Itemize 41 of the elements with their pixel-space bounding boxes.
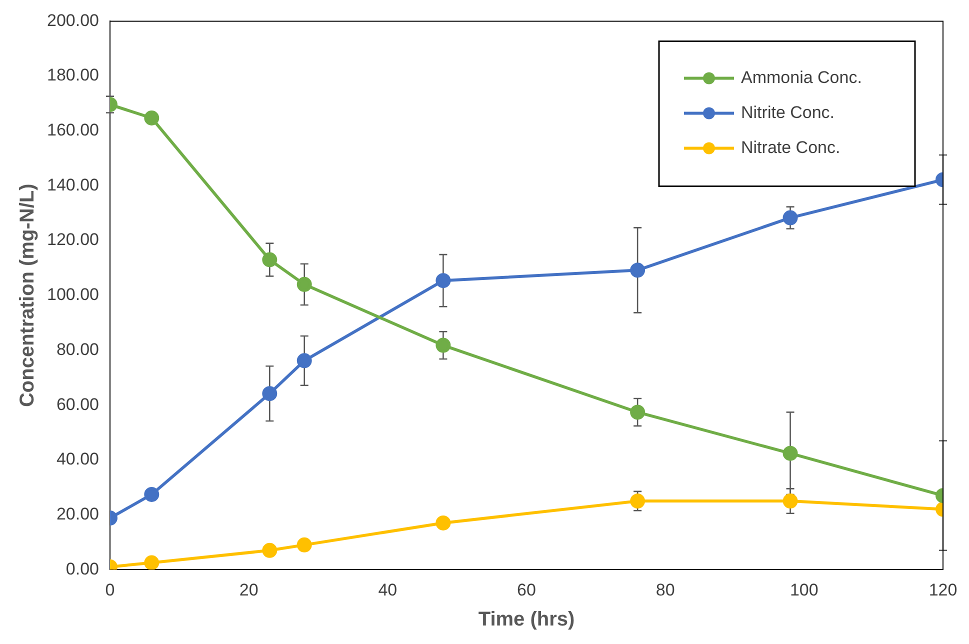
y-tick-label: 160.00 (46, 120, 99, 140)
y-tick-label: 60.00 (56, 394, 99, 414)
point (144, 486, 160, 502)
x-tick-label: 0 (105, 580, 115, 600)
point (144, 110, 160, 126)
x-tick-label: 80 (656, 580, 675, 600)
y-tick-label: 180.00 (46, 66, 99, 85)
point (630, 404, 646, 420)
x-axis-title: Time (hrs) (478, 608, 575, 631)
y-tick-label: 100.00 (46, 285, 99, 304)
point (782, 210, 798, 226)
x-tick-label: 120 (928, 580, 958, 600)
point (262, 542, 278, 558)
point (144, 555, 160, 570)
point (436, 338, 451, 353)
y-tick-label: 0.00 (66, 559, 99, 578)
legend-label: Nitrate Conc. (741, 138, 840, 157)
point (296, 276, 312, 292)
y-tick-label: 80.00 (56, 340, 99, 359)
y-tick-label: 20.00 (56, 504, 99, 524)
point (262, 252, 278, 268)
point (296, 353, 312, 368)
point (782, 494, 798, 509)
y-tick-label: 40.00 (56, 450, 99, 469)
legend-label: Nitrite Conc. (741, 102, 835, 122)
point (630, 262, 646, 278)
y-tick-label: 120.00 (46, 230, 99, 250)
point (782, 446, 798, 461)
point (436, 515, 451, 530)
x-tick-label: 20 (239, 580, 258, 600)
point (262, 386, 278, 402)
x-tick-label: 40 (378, 580, 398, 600)
point (436, 273, 451, 288)
y-axis-title: Concentration (mg-N/L) (16, 184, 39, 408)
x-tick-label: 60 (517, 580, 536, 600)
y-tick-label: 140.00 (46, 175, 99, 194)
x-tick-label: 100 (790, 580, 818, 600)
legend-label: Ammonia Conc. (741, 68, 862, 87)
point (630, 494, 646, 509)
point (296, 537, 312, 552)
y-tick-label: 200.00 (46, 10, 99, 30)
